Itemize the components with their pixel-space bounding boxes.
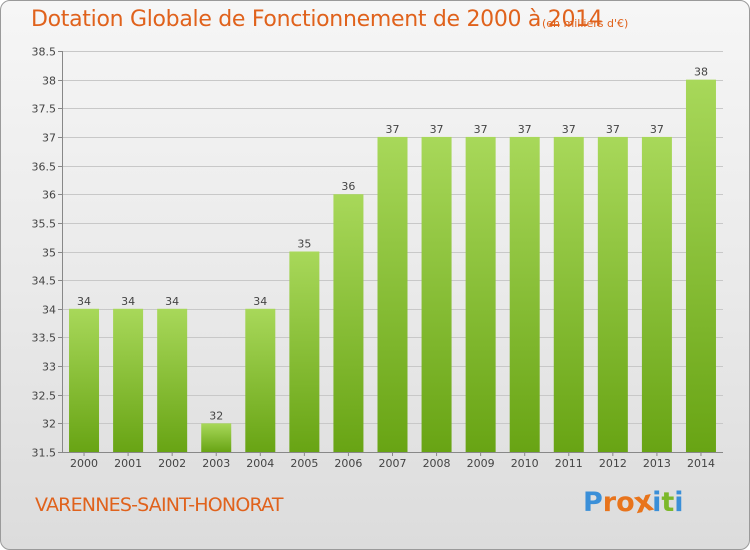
- x-tick-label: 2002: [158, 457, 186, 470]
- x-tick-label: 2008: [423, 457, 451, 470]
- x-tick-label: 2001: [114, 457, 142, 470]
- y-tick-label: 33.5: [32, 332, 57, 345]
- data-label: 35: [297, 238, 311, 251]
- y-tick-label: 34: [42, 304, 56, 317]
- bar: [245, 308, 276, 452]
- logo-letter: r: [602, 487, 617, 518]
- x-tick-label: 2011: [555, 457, 583, 470]
- y-tick-label: 35.5: [32, 218, 57, 231]
- y-tick-label: 32: [42, 418, 56, 431]
- bar: [69, 308, 100, 452]
- chart-title: Dotation Globale de Fonctionnement de 20…: [31, 7, 603, 32]
- x-tick-label: 2010: [511, 457, 539, 470]
- y-tick-label: 32.5: [32, 390, 57, 403]
- bar: [157, 308, 188, 452]
- data-label: 37: [650, 123, 664, 136]
- data-label: 37: [474, 123, 488, 136]
- bar: [377, 136, 408, 452]
- bar: [685, 79, 716, 453]
- data-label: 37: [430, 123, 444, 136]
- x-tick-label: 2013: [643, 457, 671, 470]
- data-label: 37: [562, 123, 576, 136]
- y-tick-label: 37.5: [32, 103, 57, 116]
- y-tick-label: 37: [42, 132, 56, 145]
- y-tick-label: 33: [42, 361, 56, 374]
- y-tick-label: 36.5: [32, 161, 57, 174]
- y-tick-label: 38.5: [32, 46, 57, 59]
- x-tick-label: 2012: [599, 457, 627, 470]
- x-tick-label: 2004: [246, 457, 274, 470]
- proxiti-logo[interactable]: Proxiti: [583, 484, 684, 521]
- data-label: 32: [209, 409, 223, 422]
- bar: [509, 136, 540, 452]
- data-label: 37: [386, 123, 400, 136]
- bar: [597, 136, 628, 452]
- bar: [201, 423, 232, 452]
- data-label: 34: [165, 295, 179, 308]
- x-tick-label: 2000: [70, 457, 98, 470]
- x-tick-label: 2007: [379, 457, 407, 470]
- y-tick-label: 38: [42, 75, 56, 88]
- x-tick-label: 2014: [687, 457, 715, 470]
- data-label: 36: [341, 180, 355, 193]
- bar: [333, 194, 364, 452]
- bar: [641, 136, 672, 452]
- data-label: 37: [518, 123, 532, 136]
- bar: [465, 136, 496, 452]
- bar: [113, 308, 144, 452]
- y-tick-label: 36: [42, 189, 56, 202]
- city-name: VARENNES-SAINT-HONORAT: [35, 494, 283, 516]
- bar: [289, 251, 320, 452]
- data-label: 34: [253, 295, 267, 308]
- y-tick-label: 31.5: [32, 447, 57, 460]
- logo-letter: t: [661, 487, 675, 518]
- bar: [421, 136, 452, 452]
- logo-letter: o: [616, 487, 635, 518]
- x-tick-label: 2003: [202, 457, 230, 470]
- x-tick-label: 2005: [290, 457, 318, 470]
- y-tick-label: 34.5: [32, 275, 57, 288]
- bar: [553, 136, 584, 452]
- logo-letter: i: [674, 487, 684, 518]
- x-tick-label: 2009: [467, 457, 495, 470]
- chart-unit: (en milliers d'€): [542, 17, 629, 30]
- logo-letter: P: [583, 487, 603, 518]
- y-tick-label: 35: [42, 247, 56, 260]
- data-label: 37: [606, 123, 620, 136]
- data-label: 34: [77, 295, 91, 308]
- x-tick-label: 2006: [334, 457, 362, 470]
- data-label: 38: [694, 66, 708, 79]
- logo-letter: i: [652, 487, 662, 518]
- data-label: 34: [121, 295, 135, 308]
